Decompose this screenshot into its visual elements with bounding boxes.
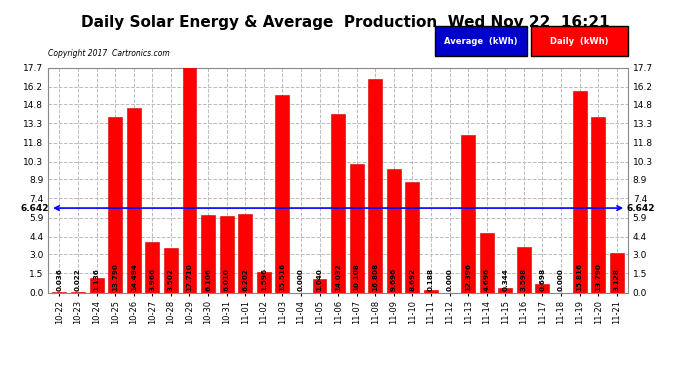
- Text: 1.596: 1.596: [261, 268, 267, 291]
- Bar: [127, 108, 141, 292]
- Text: 0.000: 0.000: [558, 269, 564, 291]
- Bar: [368, 79, 382, 292]
- Bar: [480, 233, 493, 292]
- Text: 14.032: 14.032: [335, 264, 341, 291]
- Bar: [387, 169, 401, 292]
- Bar: [517, 247, 531, 292]
- Bar: [257, 272, 270, 292]
- Bar: [461, 135, 475, 292]
- Text: 3.502: 3.502: [168, 268, 174, 291]
- Text: 1.040: 1.040: [317, 269, 322, 291]
- Text: 0.000: 0.000: [298, 269, 304, 291]
- Text: 0.036: 0.036: [57, 268, 63, 291]
- Text: 6.642: 6.642: [627, 204, 656, 213]
- Text: 10.108: 10.108: [354, 264, 359, 291]
- FancyBboxPatch shape: [531, 26, 628, 56]
- Bar: [313, 279, 326, 292]
- Text: 17.710: 17.710: [186, 264, 193, 291]
- Text: 3.128: 3.128: [613, 268, 620, 291]
- Text: Average  (kWh): Average (kWh): [444, 37, 518, 46]
- Text: 1.136: 1.136: [94, 268, 99, 291]
- Bar: [331, 114, 345, 292]
- Text: 9.696: 9.696: [391, 268, 397, 291]
- Text: Copyright 2017  Cartronics.com: Copyright 2017 Cartronics.com: [48, 50, 170, 58]
- Text: 0.188: 0.188: [428, 268, 434, 291]
- Text: 0.000: 0.000: [446, 269, 453, 291]
- Text: 14.494: 14.494: [130, 264, 137, 291]
- Bar: [90, 278, 104, 292]
- Bar: [201, 215, 215, 292]
- Text: 4.696: 4.696: [484, 268, 490, 291]
- Bar: [146, 242, 159, 292]
- Bar: [350, 164, 364, 292]
- Text: 12.396: 12.396: [465, 264, 471, 291]
- Text: 3.598: 3.598: [521, 268, 527, 291]
- Text: 8.692: 8.692: [409, 268, 415, 291]
- Bar: [535, 284, 549, 292]
- Bar: [275, 95, 289, 292]
- Bar: [498, 288, 512, 292]
- Text: 6.010: 6.010: [224, 268, 230, 291]
- Text: 13.790: 13.790: [595, 264, 601, 291]
- Text: 6.202: 6.202: [242, 268, 248, 291]
- Text: Daily Solar Energy & Average  Production  Wed Nov 22  16:21: Daily Solar Energy & Average Production …: [81, 15, 609, 30]
- Text: 3.966: 3.966: [149, 268, 155, 291]
- Bar: [406, 182, 420, 292]
- Bar: [591, 117, 605, 292]
- FancyBboxPatch shape: [435, 26, 527, 56]
- Text: Daily  (kWh): Daily (kWh): [551, 37, 609, 46]
- Bar: [424, 290, 438, 292]
- Bar: [164, 248, 178, 292]
- Text: 0.022: 0.022: [75, 269, 81, 291]
- Text: 15.516: 15.516: [279, 263, 286, 291]
- Text: 0.698: 0.698: [540, 268, 546, 291]
- Bar: [219, 216, 234, 292]
- Bar: [610, 253, 624, 292]
- Text: 15.816: 15.816: [577, 263, 582, 291]
- Text: 0.344: 0.344: [502, 269, 509, 291]
- Text: 6.642: 6.642: [21, 204, 49, 213]
- Text: 6.106: 6.106: [205, 268, 211, 291]
- Bar: [573, 92, 586, 292]
- Text: 13.790: 13.790: [112, 264, 118, 291]
- Bar: [108, 117, 122, 292]
- Bar: [238, 214, 252, 292]
- Text: 16.808: 16.808: [372, 263, 378, 291]
- Bar: [183, 68, 197, 292]
